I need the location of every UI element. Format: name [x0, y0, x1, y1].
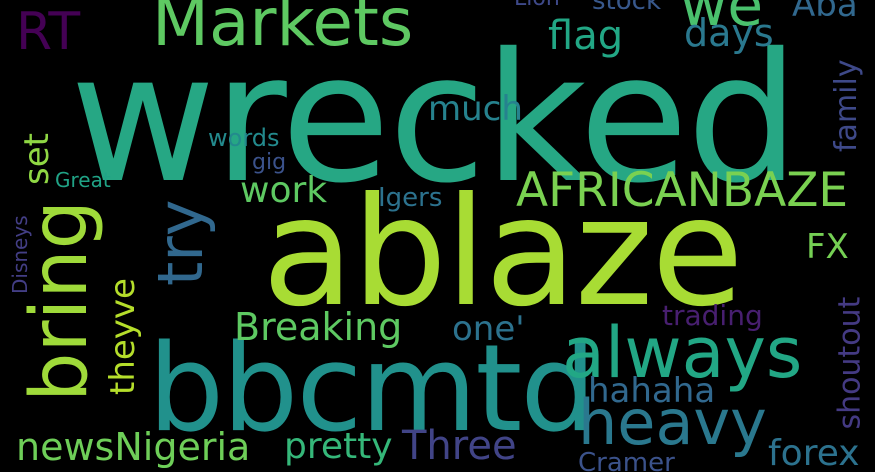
word-days: days [684, 11, 774, 55]
word-flag: flag [548, 13, 624, 59]
word-words: words [208, 124, 280, 152]
word-rt: RT [16, 2, 81, 62]
word-lion: Lion [514, 0, 560, 10]
word-disneys: Disneys [8, 215, 32, 294]
word-markets: Markets [152, 0, 414, 61]
word-bbcmtd: bbcmtd [148, 320, 596, 459]
word-trading: trading [662, 299, 763, 332]
word-africanbaze: AFRICANBAZE [516, 163, 849, 218]
word-three: Three [402, 423, 517, 469]
word-one: one' [452, 309, 525, 349]
word-hahaha: hahaha [588, 371, 716, 411]
word-always: always [562, 312, 803, 394]
word-cramer: Cramer [578, 448, 675, 472]
word-newsnigeria: newsNigeria [16, 425, 251, 469]
word-aba: Aba [792, 0, 858, 25]
word-set: set [17, 133, 57, 185]
word-try: try [144, 199, 217, 287]
word-igers: Igers [378, 183, 443, 213]
word-we: we [680, 0, 764, 39]
word-family: family [829, 59, 864, 152]
word-theyve: theyve [103, 278, 143, 395]
word-ablaze: ablaze [262, 166, 744, 340]
word-gig: gig [252, 150, 287, 175]
word-stock: stock [592, 0, 661, 16]
word-fx: FX [806, 227, 849, 267]
word-bring: bring [15, 199, 105, 402]
word-shoutout: shoutout [832, 296, 868, 430]
word-breaking: Breaking [234, 305, 403, 349]
word-forex: forex [768, 433, 860, 472]
word-much: much [428, 89, 523, 129]
word-great: Great [55, 168, 111, 192]
word-work: work [240, 170, 328, 211]
word-heavy: heavy [578, 386, 767, 459]
word-pretty: pretty [284, 426, 393, 467]
word-wrecked: wrecked [70, 15, 799, 222]
